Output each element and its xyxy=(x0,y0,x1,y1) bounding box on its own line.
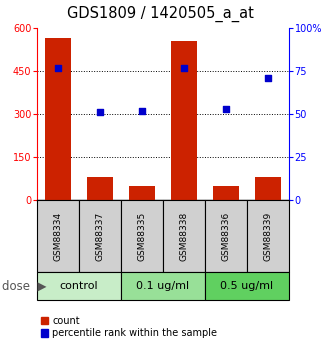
Text: control: control xyxy=(60,281,98,291)
Bar xyxy=(79,200,121,272)
Point xyxy=(98,109,103,115)
Text: GSM88339: GSM88339 xyxy=(264,211,273,260)
Bar xyxy=(205,272,289,300)
Text: GSM88338: GSM88338 xyxy=(179,211,188,260)
Bar xyxy=(45,38,71,200)
Point xyxy=(223,106,229,111)
Bar xyxy=(37,200,79,272)
Point xyxy=(181,65,187,70)
Text: GSM88334: GSM88334 xyxy=(54,211,63,260)
Bar xyxy=(213,186,239,200)
Bar xyxy=(121,272,205,300)
Text: 0.1 ug/ml: 0.1 ug/ml xyxy=(136,281,190,291)
Text: GSM88336: GSM88336 xyxy=(221,211,230,260)
Legend: count, percentile rank within the sample: count, percentile rank within the sample xyxy=(41,316,217,338)
Bar xyxy=(163,200,205,272)
Point xyxy=(56,65,61,70)
Text: GDS1809 / 1420505_a_at: GDS1809 / 1420505_a_at xyxy=(67,6,254,22)
Point xyxy=(265,75,271,81)
Text: GSM88335: GSM88335 xyxy=(137,211,146,260)
Bar xyxy=(121,200,163,272)
Bar xyxy=(247,200,289,272)
Bar xyxy=(205,200,247,272)
Text: dose  ▶: dose ▶ xyxy=(2,279,46,293)
Text: GSM88337: GSM88337 xyxy=(96,211,105,260)
Text: 0.5 ug/ml: 0.5 ug/ml xyxy=(221,281,273,291)
Bar xyxy=(129,186,155,200)
Bar xyxy=(87,177,113,200)
Bar xyxy=(37,272,121,300)
Bar xyxy=(171,41,196,200)
Bar xyxy=(256,177,281,200)
Point xyxy=(139,108,144,113)
